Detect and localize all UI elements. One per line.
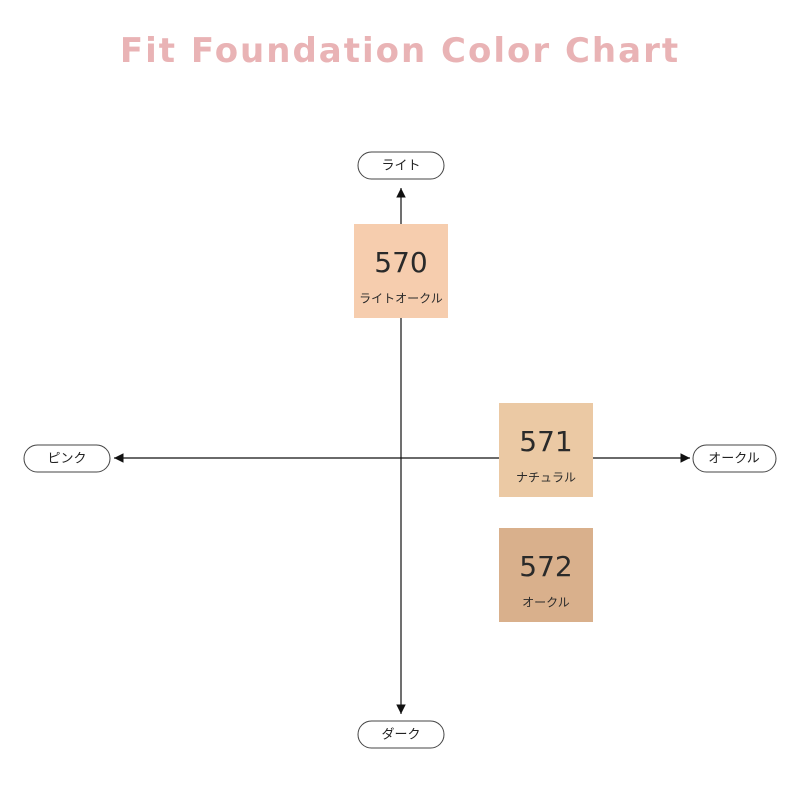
axis-label: ピンク [47,452,86,467]
swatch [499,403,593,497]
axis-label: オークル [708,452,760,467]
pill [357,720,445,749]
pill [357,151,445,180]
swatch [354,224,448,318]
axis-label: ライト [381,159,420,174]
pill [23,444,111,473]
swatch-code: 571 [519,425,572,458]
swatch-name: オークル [522,596,570,610]
title: Fit Foundation Color Chart [120,31,680,71]
swatch-name: ライトオークル [359,292,443,306]
swatch-name: ナチュラル [516,471,576,485]
swatch-code: 570 [374,246,427,279]
swatch [499,528,593,622]
swatch-code: 572 [519,550,572,583]
swatches: 570 ライトオークル 571 ナチュラル 572 オークル [354,224,593,622]
axis-label: ダーク [381,728,420,743]
pill [692,444,777,473]
